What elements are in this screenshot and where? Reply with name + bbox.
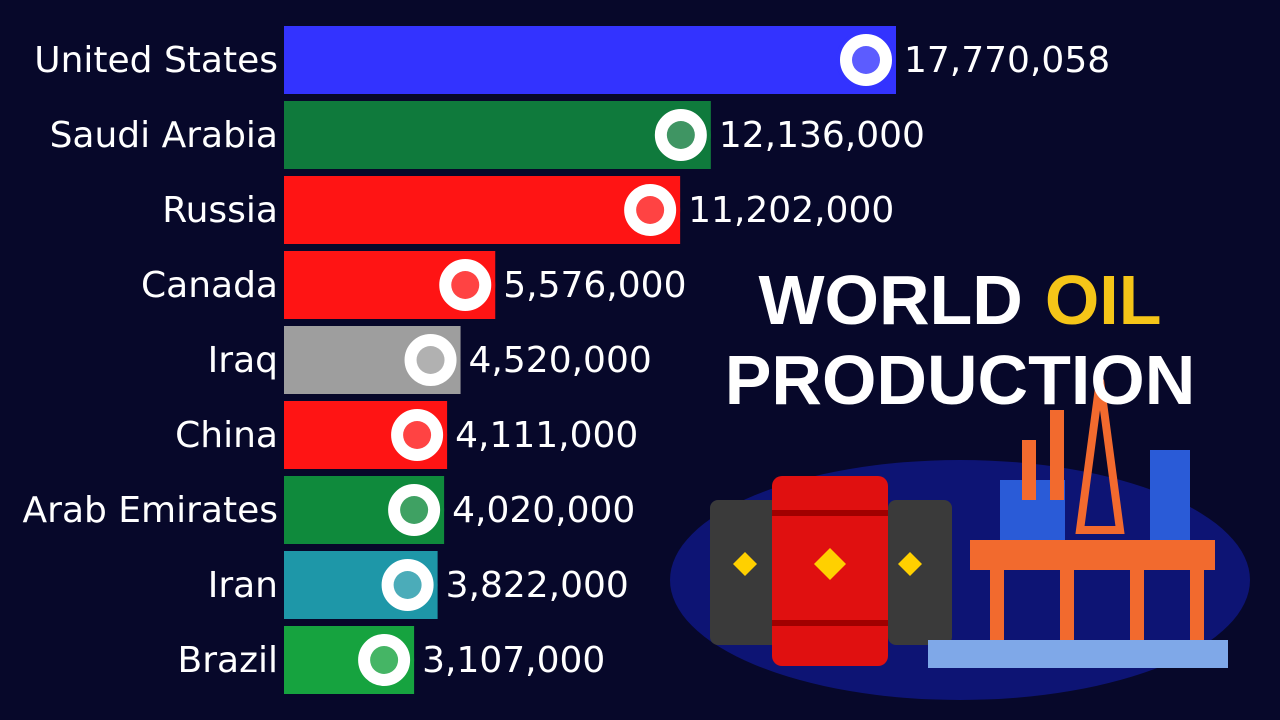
barrel-ring [772, 510, 888, 516]
category-label: Canada [141, 265, 278, 306]
illustration [670, 379, 1250, 700]
title-word: OIL [1045, 261, 1162, 339]
rig-leg [990, 570, 1004, 640]
rig-leg [1130, 570, 1144, 640]
category-label: Iran [208, 565, 278, 606]
flag-emblem [393, 571, 422, 599]
category-label: Arab Emirates [23, 490, 278, 531]
value-label: 5,576,000 [503, 265, 686, 306]
rig-derrick [1075, 379, 1125, 534]
chart-title: WORLD OIL [758, 261, 1161, 339]
rig-leg [1060, 570, 1074, 640]
barrel-sign [814, 548, 846, 580]
barrel-sign [733, 552, 757, 576]
water [928, 640, 1228, 668]
category-label: China [175, 415, 278, 456]
barrel [888, 500, 952, 645]
category-label: United States [34, 40, 278, 81]
category-label: Russia [162, 190, 278, 231]
flag-emblem [636, 196, 665, 224]
flag-emblem [451, 271, 480, 299]
bar [284, 101, 711, 169]
bar [284, 26, 896, 94]
barrel-sign [898, 552, 922, 576]
flag-emblem [852, 46, 880, 74]
flag-emblem [400, 496, 429, 524]
category-label: Saudi Arabia [50, 115, 278, 156]
flag-emblem [666, 121, 695, 149]
value-label: 3,822,000 [446, 565, 629, 606]
value-label: 4,111,000 [455, 415, 638, 456]
title-word: PRODUCTION [725, 341, 1196, 419]
rig-crane [1150, 450, 1190, 540]
rig-deck [970, 540, 1215, 570]
barrel-ring [772, 620, 888, 626]
rig-chimney [1022, 440, 1036, 500]
value-label: 4,520,000 [469, 340, 652, 381]
rig-chimney [1050, 410, 1064, 500]
flag-emblem [370, 646, 399, 674]
chart-title: PRODUCTION [725, 341, 1196, 419]
bar [284, 176, 681, 244]
category-label: Iraq [208, 340, 278, 381]
flag-emblem [416, 346, 445, 374]
rig-leg [1190, 570, 1204, 640]
value-label: 17,770,058 [904, 40, 1110, 81]
category-label: Brazil [178, 640, 278, 681]
flag-emblem [403, 421, 432, 449]
value-label: 11,202,000 [688, 190, 894, 231]
value-label: 3,107,000 [422, 640, 605, 681]
value-label: 4,020,000 [452, 490, 635, 531]
title-word: WORLD [758, 261, 1022, 339]
value-label: 12,136,000 [719, 115, 925, 156]
